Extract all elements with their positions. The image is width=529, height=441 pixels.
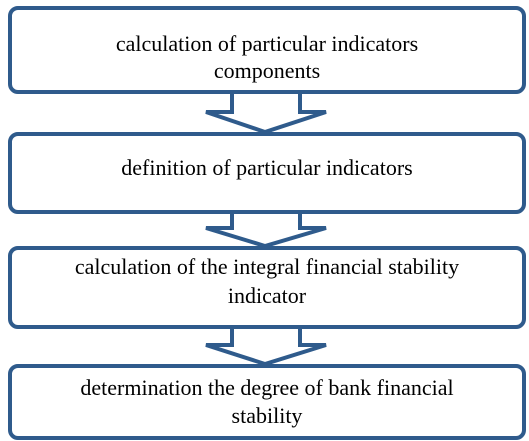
step-text: determination the degree of bank financi… [80, 375, 453, 400]
arrow [205, 327, 327, 367]
step-box [8, 246, 526, 329]
step-text: components [214, 58, 320, 83]
step-box [8, 6, 526, 94]
step-box [8, 132, 526, 214]
step-text: stability [232, 403, 303, 428]
step-box [8, 364, 526, 440]
step-text: definition of particular indicators [121, 155, 412, 180]
step-text: indicator [228, 283, 307, 308]
arrow [205, 212, 327, 249]
step-text: calculation of particular indicators [116, 31, 418, 56]
step-text: calculation of the integral financial st… [75, 254, 459, 279]
arrow [205, 92, 327, 135]
